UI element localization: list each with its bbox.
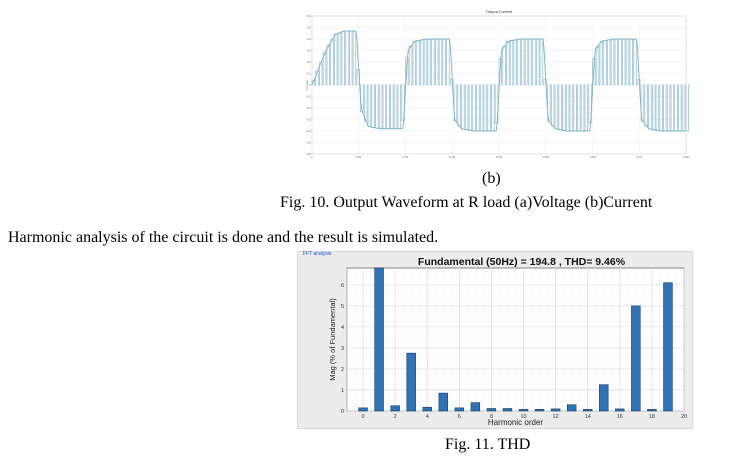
wave-ytick-label: -0.6 bbox=[306, 152, 312, 156]
wave-series-line bbox=[311, 30, 690, 132]
thd-bar bbox=[470, 402, 481, 412]
thd-ylabel: Mag (% of Fundamental) bbox=[328, 298, 337, 381]
thd-xtick-label: 12 bbox=[553, 414, 559, 420]
thd-xtick-label: 10 bbox=[520, 414, 526, 420]
wave-ytick-label: -0.3 bbox=[306, 118, 312, 122]
thd-ytick-label: 5 bbox=[341, 304, 344, 310]
thd-bar bbox=[534, 409, 545, 412]
thd-bar bbox=[422, 406, 432, 412]
wave-ytick-label: -0.4 bbox=[306, 129, 312, 133]
wave-xtick-label: 0.02 bbox=[403, 155, 409, 159]
thd-xtick-label: 6 bbox=[458, 414, 461, 420]
thd-bar bbox=[631, 305, 641, 412]
wave-ytick-label: 0.5 bbox=[307, 26, 312, 30]
thd-xtick-label: 20 bbox=[681, 414, 687, 420]
wave-envelope-line bbox=[311, 30, 686, 132]
thd-ytick-label: 4 bbox=[341, 325, 344, 331]
wave-xtick-label: 0.01 bbox=[356, 155, 362, 159]
figure-label-b: (b) bbox=[482, 170, 501, 187]
wave-ytick-label: 0.2 bbox=[307, 60, 312, 64]
thd-ytick-label: 1 bbox=[341, 388, 344, 394]
thd-bar bbox=[454, 407, 465, 412]
wave-xtick-label: 0.04 bbox=[496, 155, 502, 159]
thd-xtick-label: 0 bbox=[362, 414, 365, 420]
thd-ytick-label: 2 bbox=[341, 367, 344, 373]
wave-xlabel: Time (seconds) bbox=[489, 159, 510, 160]
wave-xtick-label: 0.08 bbox=[683, 155, 689, 159]
thd-bar bbox=[406, 352, 416, 412]
thd-ytick-label: 3 bbox=[341, 346, 344, 352]
thd-xlabel: Harmonic order bbox=[488, 418, 543, 427]
wave-ytick-label: -0.5 bbox=[306, 141, 312, 145]
wave-xtick-label: 0.05 bbox=[543, 155, 549, 159]
wave-ytick-label: -0.1 bbox=[306, 95, 312, 99]
thd-xtick-label: 2 bbox=[394, 414, 397, 420]
thd-bar bbox=[438, 392, 448, 412]
thd-title: Fundamental (50Hz) = 194.8 , THD= 9.46% bbox=[418, 256, 626, 268]
thd-bar bbox=[663, 282, 673, 412]
wave-xtick-label: 0.06 bbox=[590, 155, 596, 159]
thd-ytick-label: 6 bbox=[341, 283, 344, 289]
thd-xtick-label: 16 bbox=[617, 414, 623, 420]
wave-ytick-label: 0.6 bbox=[307, 14, 312, 18]
wave-ytick-label: -0.2 bbox=[306, 106, 312, 110]
output-current-chart: Output Current 0.6 0.5 0.4 0.3 0.2 0.1 0 -0.1 -0.… bbox=[305, 8, 690, 160]
thd-bar bbox=[599, 384, 609, 412]
thd-xtick-label: 18 bbox=[649, 414, 655, 420]
wave-ytick-label: 0 bbox=[309, 83, 311, 87]
thd-bar-chart: Fundamental (50Hz) = 194.8 , THD= 9.46% 0… bbox=[328, 256, 687, 427]
thd-bar bbox=[647, 409, 657, 412]
thd-bar bbox=[566, 404, 577, 412]
wave-title: Output Current bbox=[486, 9, 513, 14]
thd-ytick-label: 0 bbox=[341, 409, 344, 415]
thd-bar bbox=[583, 409, 593, 412]
thd-bar bbox=[550, 408, 561, 412]
fft-panel-tag: FFT analysis bbox=[303, 251, 332, 257]
thd-bar bbox=[518, 409, 529, 412]
wave-xtick-label: 0.07 bbox=[636, 155, 642, 159]
wave-xtick-label: 0 bbox=[311, 155, 313, 159]
thd-xtick-label: 4 bbox=[426, 414, 429, 420]
thd-bar bbox=[615, 408, 625, 412]
wave-ylabel: Current bbox=[305, 80, 309, 90]
fig11-caption: Fig. 11. THD bbox=[445, 436, 531, 453]
wave-xtick-label: 0.03 bbox=[449, 155, 455, 159]
thd-bar bbox=[374, 267, 384, 412]
thd-xtick-label: 14 bbox=[585, 414, 591, 420]
thd-bar bbox=[502, 408, 513, 412]
thd-bar bbox=[358, 407, 368, 412]
wave-ytick-label: 0.4 bbox=[307, 37, 312, 41]
thd-xtick-label: 8 bbox=[490, 414, 493, 420]
thd-bar bbox=[486, 408, 497, 412]
wave-ytick-label: 0.1 bbox=[307, 72, 312, 76]
thd-bar bbox=[390, 405, 400, 412]
wave-ytick-label: 0.3 bbox=[307, 49, 312, 53]
body-paragraph: Harmonic analysis of the circuit is done… bbox=[8, 229, 439, 246]
fig10-caption: Fig. 10. Output Waveform at R load (a)Vo… bbox=[280, 194, 653, 211]
